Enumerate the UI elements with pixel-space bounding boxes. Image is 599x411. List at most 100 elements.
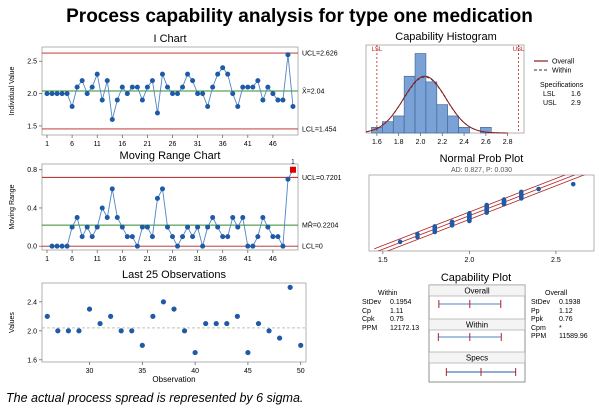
mr-chart-point <box>129 234 135 240</box>
legend-overall-label: Overall <box>552 59 575 66</box>
last25-xtick-label: 35 <box>138 368 146 375</box>
i-chart-xtick-label: 31 <box>194 141 202 148</box>
histogram-xtick-label: 2.8 <box>503 139 513 146</box>
i-chart-point <box>139 97 145 103</box>
mr-chart-point <box>240 215 246 221</box>
last25-point <box>266 328 272 334</box>
i-chart-point <box>190 78 196 84</box>
specification-value: 1.6 <box>571 91 581 98</box>
last25-point <box>97 320 103 327</box>
histogram-overall-curve <box>365 75 508 134</box>
i-chart-ucl-label: UCL=2.626 <box>302 51 338 58</box>
probplot-lines-group <box>374 175 586 251</box>
mr-chart-point <box>59 243 65 249</box>
i-chart-xtick-label: 11 <box>94 141 101 148</box>
mr-chart-point <box>210 215 216 221</box>
i-chart-point <box>275 97 281 103</box>
mr-chart-plot-frame <box>41 163 299 251</box>
i-chart-point <box>180 84 186 90</box>
capplot-section-label: Overall <box>464 287 490 296</box>
mr-chart-point <box>54 243 60 249</box>
main-title: Process capability analysis for type one… <box>66 6 533 27</box>
within-row: Cp 1.11 <box>362 308 419 316</box>
i-chart-point <box>44 91 50 97</box>
mr-chart-point <box>250 243 256 249</box>
i-chart-point <box>94 71 100 77</box>
overall-row: Ppk 0.76 <box>531 316 588 324</box>
last25-point <box>213 320 219 327</box>
mr-chart-point <box>144 224 150 230</box>
overall-row: Cpm * <box>531 325 588 333</box>
histogram-xtick-label: 2.0 <box>416 139 426 146</box>
probplot-ci-upper-line <box>386 175 586 251</box>
last25-xtick-label: 40 <box>191 368 199 375</box>
i-chart-point <box>250 84 256 90</box>
overall-label: PPM <box>531 333 547 341</box>
histogram-bar <box>436 104 449 134</box>
i-chart-point <box>170 91 176 97</box>
i-chart-point <box>69 104 75 110</box>
overall-value: 0.76 <box>559 316 573 324</box>
overall-row: PPM 11589.96 <box>531 333 588 341</box>
i-chart-point <box>59 91 65 97</box>
i-chart-point <box>290 104 296 110</box>
i-chart-xtick-label: 26 <box>169 141 177 148</box>
last25-point <box>224 320 230 327</box>
overall-value: 11589.96 <box>559 333 588 341</box>
histogram-usl-label: USL <box>513 47 525 53</box>
i-chart-point <box>164 84 170 90</box>
mr-chart-point <box>89 234 95 240</box>
i-chart-point <box>104 78 110 84</box>
within-value: 12172.13 <box>390 324 420 332</box>
i-chart-point <box>185 71 191 77</box>
last25-point <box>76 328 82 334</box>
mr-chart-point <box>200 243 206 249</box>
probplot-xtick-label: 2.5 <box>551 257 561 264</box>
i-chart-ylabel: Individual Value <box>9 66 16 115</box>
i-chart-point <box>230 91 236 97</box>
i-chart-point <box>89 84 95 90</box>
histogram-bar <box>425 81 438 134</box>
specification-label: USL <box>543 100 557 107</box>
probplot-point <box>467 211 472 216</box>
histogram-bar <box>414 53 427 134</box>
probplot-point <box>397 239 403 245</box>
footnote: The actual process spread is represented… <box>6 391 304 405</box>
mr-chart-flag-label: 1 <box>291 160 295 166</box>
last25-point <box>245 349 251 356</box>
mr-chart-point <box>170 234 176 240</box>
last25-point <box>118 328 124 334</box>
i-chart-point <box>225 71 231 77</box>
mr-chart-point <box>245 243 251 249</box>
mr-chart-point <box>185 224 191 230</box>
last25-xtick-label: 50 <box>297 368 305 375</box>
histogram-bar <box>403 75 416 134</box>
mr-chart-point <box>139 224 145 230</box>
i-chart-point <box>285 52 291 58</box>
mr-chart-point <box>175 243 181 249</box>
histogram-xtick-label: 2.4 <box>459 139 469 146</box>
i-chart-xtick-label: 36 <box>219 141 227 148</box>
mr-chart-xtick-label: 26 <box>169 256 177 263</box>
last25-title: Last 25 Observations <box>122 269 226 281</box>
mr-chart-center-label: MR̄=0.2204 <box>302 222 338 230</box>
within-row: PPM 12172.13 <box>362 325 419 333</box>
mr-chart-point <box>280 243 286 249</box>
mr-chart-point <box>154 195 160 201</box>
last25-point <box>44 313 50 319</box>
mr-chart-xtick-label: 1 <box>45 256 49 263</box>
i-chart-point <box>220 65 226 71</box>
legend-within-label: Within <box>552 68 572 75</box>
mr-chart-point <box>84 224 90 230</box>
last25-point <box>139 342 145 348</box>
i-chart-xtick-label: 6 <box>70 141 74 148</box>
mr-chart-point <box>99 205 105 211</box>
probplot-plot-frame <box>368 174 595 252</box>
within-label: PPM <box>362 324 378 332</box>
last25-ylabel: Values <box>9 312 16 333</box>
probplot-ci-lower-line <box>374 175 566 250</box>
mr-chart-point <box>74 215 80 221</box>
i-chart-point <box>210 84 216 90</box>
i-chart-point <box>74 84 80 90</box>
